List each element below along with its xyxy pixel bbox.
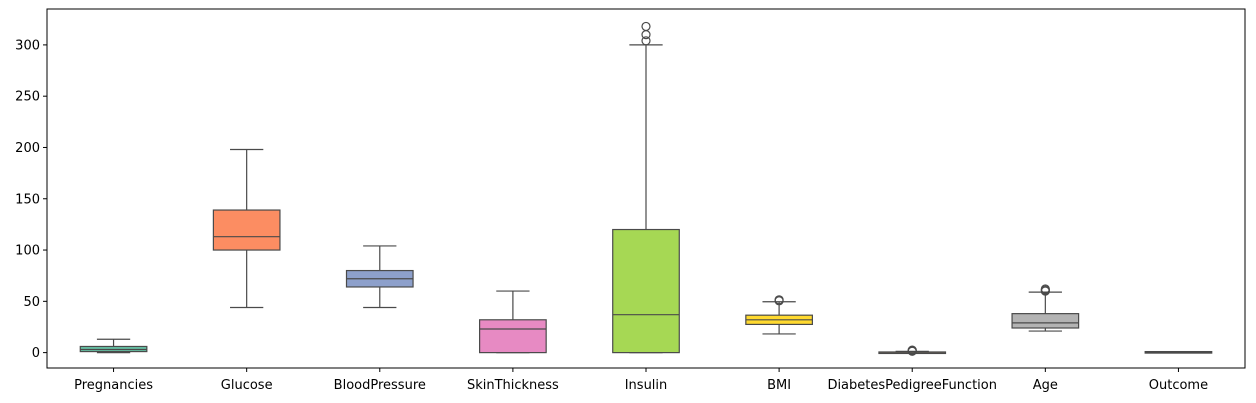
y-tick-label: 300 <box>15 38 40 53</box>
x-tick-label: SkinThickness <box>467 378 559 393</box>
iqr-box <box>1011 313 1080 329</box>
outlier-point <box>641 30 651 40</box>
box-skinthickness <box>479 290 547 354</box>
y-tick-label: 0 <box>32 346 40 361</box>
box-bloodpressure <box>345 245 414 309</box>
outlier-point <box>641 36 651 46</box>
outlier-point <box>907 345 917 355</box>
box-outcome <box>1144 350 1213 354</box>
box-age <box>1011 284 1080 332</box>
iqr-box <box>212 209 281 251</box>
x-tick-label: Insulin <box>625 378 668 393</box>
box-layer <box>79 21 1213 356</box>
plot-frame <box>46 8 1246 369</box>
x-tick-label: DiabetesPedigreeFunction <box>827 378 997 393</box>
x-axis: Pregnancies Glucose BloodPressure SkinThick… <box>74 368 1208 393</box>
y-tick-label: 200 <box>15 141 40 156</box>
iqr-box <box>612 228 680 354</box>
x-tick-label: Glucose <box>221 378 273 393</box>
y-tick-label: 100 <box>15 244 40 259</box>
y-axis: 0 50 100 150 200 250 300 <box>15 38 47 361</box>
iqr-box <box>479 319 547 354</box>
x-tick-label: Outcome <box>1149 378 1208 393</box>
x-tick-label: Age <box>1033 378 1058 393</box>
outlier-point <box>774 295 784 305</box>
box-insulin <box>612 21 680 354</box>
x-tick-label: BloodPressure <box>334 378 426 393</box>
y-tick-label: 50 <box>23 295 40 310</box>
outlier-point <box>641 21 651 32</box>
y-tick-label: 150 <box>15 192 40 207</box>
box-diabetespedigreefunction <box>878 345 947 356</box>
box-bmi <box>745 295 813 335</box>
box-pregnancies <box>79 338 148 354</box>
y-tick-label: 250 <box>15 90 40 105</box>
x-tick-label: Pregnancies <box>74 378 153 393</box>
box-glucose <box>212 148 281 309</box>
x-tick-label: BMI <box>767 378 791 393</box>
outlier-point <box>1040 284 1050 294</box>
